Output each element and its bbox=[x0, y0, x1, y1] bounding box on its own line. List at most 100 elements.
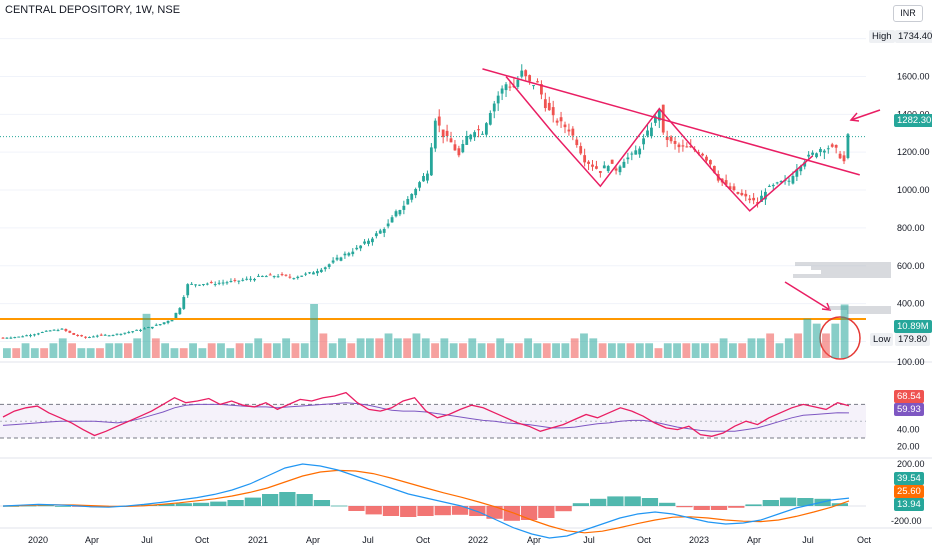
candle-body bbox=[296, 276, 300, 279]
volume-bar bbox=[580, 333, 588, 358]
volume-bar bbox=[403, 338, 412, 358]
candle-body bbox=[630, 153, 634, 155]
volume-bar bbox=[421, 338, 430, 358]
macd-histogram-bar bbox=[659, 502, 676, 506]
time-axis-label: Jul bbox=[141, 535, 153, 545]
time-axis-label: Oct bbox=[195, 535, 210, 545]
candle-body bbox=[280, 274, 284, 276]
candle-body bbox=[351, 251, 355, 255]
volume-bar bbox=[459, 343, 467, 358]
volume-bar bbox=[487, 343, 495, 358]
arrow-annotation bbox=[784, 281, 831, 311]
volume-bar bbox=[775, 343, 784, 358]
candle-body bbox=[88, 336, 91, 338]
candle-body bbox=[221, 282, 225, 284]
candle-body bbox=[598, 171, 602, 173]
candle-body bbox=[390, 217, 394, 223]
candle-body bbox=[516, 79, 520, 87]
volume-bar bbox=[626, 343, 635, 358]
arrow-annotation bbox=[850, 109, 881, 121]
candle-body bbox=[465, 135, 469, 145]
candle-body bbox=[205, 283, 209, 285]
volume-bar bbox=[840, 304, 849, 358]
candle-body bbox=[304, 273, 308, 275]
volume-bar bbox=[49, 343, 58, 358]
candle-body bbox=[744, 193, 748, 197]
candle-body bbox=[822, 150, 826, 153]
candle-body bbox=[40, 332, 44, 334]
volume-bar bbox=[738, 343, 747, 358]
price-axis-label: 600.00 bbox=[897, 261, 925, 271]
signal-tag: 25.60 bbox=[894, 485, 924, 498]
volume-bar bbox=[217, 343, 225, 358]
volume-bar bbox=[282, 338, 291, 358]
volume-bar bbox=[496, 338, 505, 358]
candle-body bbox=[685, 146, 689, 148]
candle-body bbox=[327, 264, 331, 267]
candle-body bbox=[367, 240, 370, 244]
candle-body bbox=[25, 335, 28, 337]
volume-bar bbox=[393, 338, 402, 358]
volume-bar bbox=[654, 348, 663, 358]
volume-bar bbox=[161, 343, 170, 358]
macd-histogram-bar bbox=[762, 500, 779, 506]
candle-body bbox=[131, 331, 135, 333]
candle-body bbox=[264, 276, 268, 278]
candle-body bbox=[740, 192, 744, 196]
currency-button[interactable]: INR bbox=[893, 5, 923, 22]
candle-body bbox=[441, 129, 445, 138]
volume-bar bbox=[235, 343, 244, 358]
volume-bar bbox=[40, 348, 49, 358]
candle-body bbox=[284, 274, 288, 276]
volume-profile-bar bbox=[821, 270, 891, 274]
candle-body bbox=[433, 120, 437, 149]
candle-body bbox=[194, 284, 197, 286]
candle-body bbox=[174, 312, 178, 319]
candle-body bbox=[481, 133, 484, 135]
candle-body bbox=[60, 328, 64, 330]
candle-body bbox=[709, 160, 712, 165]
candle-body bbox=[677, 144, 681, 148]
candle-body bbox=[292, 278, 296, 280]
volume-profile-bar bbox=[829, 306, 891, 310]
macd-axis-label: -200.00 bbox=[891, 516, 922, 526]
macd-histogram-bar bbox=[54, 506, 72, 507]
volume-bars bbox=[3, 304, 849, 358]
time-axis-label: Oct bbox=[416, 535, 431, 545]
price-axis-label: 800.00 bbox=[897, 223, 925, 233]
candle-body bbox=[257, 275, 260, 277]
macd-histogram-bar bbox=[417, 506, 434, 516]
candle-body bbox=[158, 324, 162, 326]
candle-body bbox=[449, 138, 453, 143]
volume-tag: 10.89M bbox=[894, 320, 932, 333]
candle-body bbox=[771, 184, 775, 187]
time-axis-label: Oct bbox=[637, 535, 652, 545]
candle-body bbox=[335, 257, 339, 260]
volume-bar bbox=[710, 343, 719, 358]
macd-histogram-bar bbox=[400, 506, 417, 517]
candle-body bbox=[80, 335, 83, 337]
price-axis-label: 1600.00 bbox=[897, 71, 930, 81]
candle-body bbox=[555, 120, 559, 123]
candle-body bbox=[575, 139, 579, 146]
candle-body bbox=[638, 148, 642, 155]
time-axis-label: 2021 bbox=[248, 535, 268, 545]
macd-histogram-bar bbox=[555, 506, 572, 512]
candle-body bbox=[571, 128, 575, 136]
candle-body bbox=[29, 335, 32, 337]
candle-body bbox=[233, 279, 237, 281]
volume-bar bbox=[440, 338, 449, 358]
candle-body bbox=[162, 322, 166, 325]
high-value-tag: 1734.40 bbox=[895, 30, 932, 43]
candle-body bbox=[9, 337, 13, 339]
time-axis-label: Apr bbox=[747, 535, 761, 545]
volume-bar bbox=[542, 343, 551, 358]
candle-body bbox=[484, 123, 488, 135]
volume-bar bbox=[21, 343, 30, 358]
volume-bar bbox=[151, 338, 160, 358]
volume-bar bbox=[682, 343, 691, 358]
rsi-axis-label: 20.00 bbox=[897, 441, 920, 451]
candle-body bbox=[728, 186, 732, 190]
candle-body bbox=[107, 335, 111, 337]
candle-body bbox=[567, 129, 571, 132]
